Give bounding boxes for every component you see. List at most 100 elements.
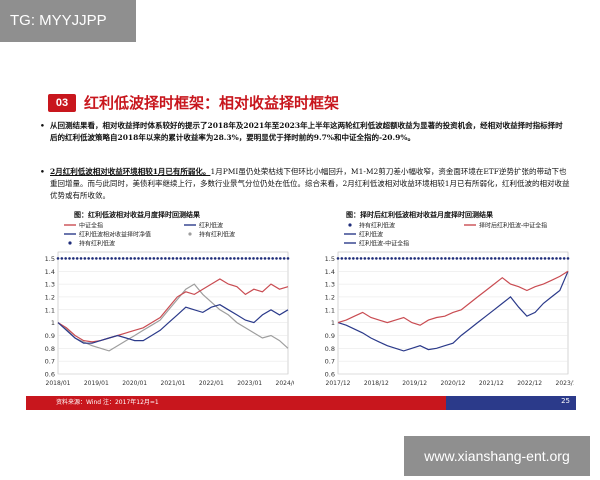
holding-marker bbox=[263, 257, 267, 260]
telegram-badge: TG: MYYJJPP bbox=[0, 0, 136, 42]
legend-dot-icon bbox=[348, 223, 352, 227]
y-tick-label: 0.7 bbox=[45, 358, 55, 366]
y-tick-label: 1 bbox=[51, 319, 55, 327]
x-tick-label: 2017/12 bbox=[326, 380, 351, 387]
holding-marker bbox=[98, 257, 102, 260]
holding-marker bbox=[520, 257, 524, 260]
y-tick-label: 1.4 bbox=[45, 268, 55, 276]
holding-marker bbox=[179, 257, 182, 260]
holding-marker bbox=[87, 257, 90, 260]
y-tick-label: 1.1 bbox=[325, 306, 335, 314]
holding-marker bbox=[455, 257, 459, 260]
holding-marker bbox=[164, 257, 167, 260]
holding-marker bbox=[160, 257, 163, 260]
holding-marker bbox=[417, 257, 420, 260]
holding-marker bbox=[187, 257, 190, 260]
holding-marker bbox=[244, 257, 248, 260]
y-tick-label: 1.4 bbox=[325, 268, 335, 276]
holding-marker bbox=[371, 257, 374, 260]
holding-marker bbox=[229, 257, 232, 260]
holding-marker bbox=[528, 257, 531, 260]
legend-label: 红利低波-中证全指 bbox=[359, 240, 409, 248]
holding-marker bbox=[267, 257, 271, 260]
holding-marker bbox=[409, 257, 413, 260]
holding-marker bbox=[352, 257, 355, 260]
holding-marker bbox=[459, 257, 462, 260]
page-number: 25 bbox=[561, 397, 570, 405]
footer-bar bbox=[26, 396, 576, 410]
holding-marker bbox=[421, 257, 424, 260]
legend-label: 择时后红利低波-中证全指 bbox=[479, 222, 547, 230]
holding-marker bbox=[56, 257, 60, 260]
holding-marker bbox=[501, 257, 505, 260]
holding-marker bbox=[348, 257, 351, 260]
holding-marker bbox=[198, 257, 202, 260]
holding-marker bbox=[68, 257, 71, 260]
series-line-0 bbox=[337, 271, 569, 352]
y-tick-label: 1.2 bbox=[45, 293, 55, 301]
holding-marker bbox=[206, 257, 209, 260]
holding-marker bbox=[225, 257, 228, 260]
holding-marker bbox=[275, 257, 278, 260]
y-tick-label: 1.1 bbox=[45, 306, 55, 314]
holding-marker bbox=[497, 257, 501, 260]
holding-marker bbox=[233, 257, 236, 260]
holding-marker bbox=[509, 257, 512, 260]
holding-marker bbox=[451, 257, 455, 260]
holding-marker bbox=[190, 257, 194, 260]
holding-marker bbox=[505, 257, 508, 260]
plot-area bbox=[57, 251, 289, 375]
x-tick-label: 2021/01 bbox=[161, 380, 186, 387]
y-tick-label: 0.6 bbox=[45, 371, 55, 379]
y-tick-label: 1.2 bbox=[325, 293, 335, 301]
chart-1: 0.6 0.7 0.8 0.9 1 1.1 1.2 1.3 1.4 1.5 2018/01 2019/… bbox=[45, 222, 294, 388]
chart-2-title: 图：择时后红利低波相对收益月度择时回测结果 bbox=[346, 210, 493, 219]
holding-marker bbox=[148, 257, 152, 260]
y-tick-label: 1.3 bbox=[325, 281, 335, 289]
holding-marker bbox=[447, 257, 451, 260]
holding-marker bbox=[486, 257, 489, 260]
x-tick-label: 2021/12 bbox=[479, 380, 504, 387]
footer-accent bbox=[446, 396, 576, 410]
holding-marker bbox=[210, 257, 213, 260]
holding-marker bbox=[271, 257, 274, 260]
holding-marker bbox=[375, 257, 378, 260]
holding-marker bbox=[444, 257, 447, 260]
holding-marker bbox=[413, 257, 416, 260]
holding-marker bbox=[559, 257, 562, 260]
x-tick-label: 2019/01 bbox=[84, 380, 109, 387]
legend-label: 红利低波 bbox=[359, 231, 383, 239]
holding-marker bbox=[183, 257, 186, 260]
holding-marker bbox=[79, 257, 83, 260]
x-tick-label: 2023/12 bbox=[556, 380, 574, 387]
holding-marker bbox=[516, 257, 520, 260]
holding-marker bbox=[144, 257, 148, 260]
holding-marker bbox=[72, 257, 75, 260]
report-slide: 03 红利低波择时框架：相对收益择时框架 • 从回测结果看，相对收益择时体系较好… bbox=[26, 84, 576, 414]
section-number: 03 bbox=[48, 94, 76, 112]
holding-marker bbox=[398, 257, 401, 260]
footer-source: 资料来源：Wind 注：2017年12月=1 bbox=[56, 399, 159, 406]
bullet-2-body: 1月PMI虽仍处荣枯线下但环比小幅回升，M1-M2剪刀差小幅收窄，资金面环境在E… bbox=[50, 167, 570, 200]
legend-label: 持有红利低波 bbox=[79, 240, 115, 248]
holding-marker bbox=[536, 257, 539, 260]
holding-marker bbox=[394, 257, 397, 260]
holding-marker bbox=[217, 257, 221, 260]
legend-dot-icon bbox=[188, 232, 192, 236]
section-title: 红利低波择时框架：相对收益择时框架 bbox=[84, 94, 340, 112]
holding-marker bbox=[378, 257, 382, 260]
holding-marker bbox=[482, 257, 485, 260]
series-line-1 bbox=[337, 270, 569, 326]
x-tick-label: 2024/01 bbox=[276, 380, 294, 387]
holding-marker bbox=[121, 257, 125, 260]
holding-marker bbox=[359, 257, 363, 260]
holding-marker bbox=[252, 257, 255, 260]
holding-marker bbox=[440, 257, 443, 260]
holding-marker bbox=[382, 257, 386, 260]
holding-marker bbox=[248, 257, 251, 260]
holding-marker bbox=[213, 257, 217, 260]
holding-marker bbox=[490, 257, 493, 260]
x-tick-label: 2023/01 bbox=[237, 380, 262, 387]
x-tick-label: 2022/01 bbox=[199, 380, 224, 387]
holding-marker bbox=[202, 257, 205, 260]
